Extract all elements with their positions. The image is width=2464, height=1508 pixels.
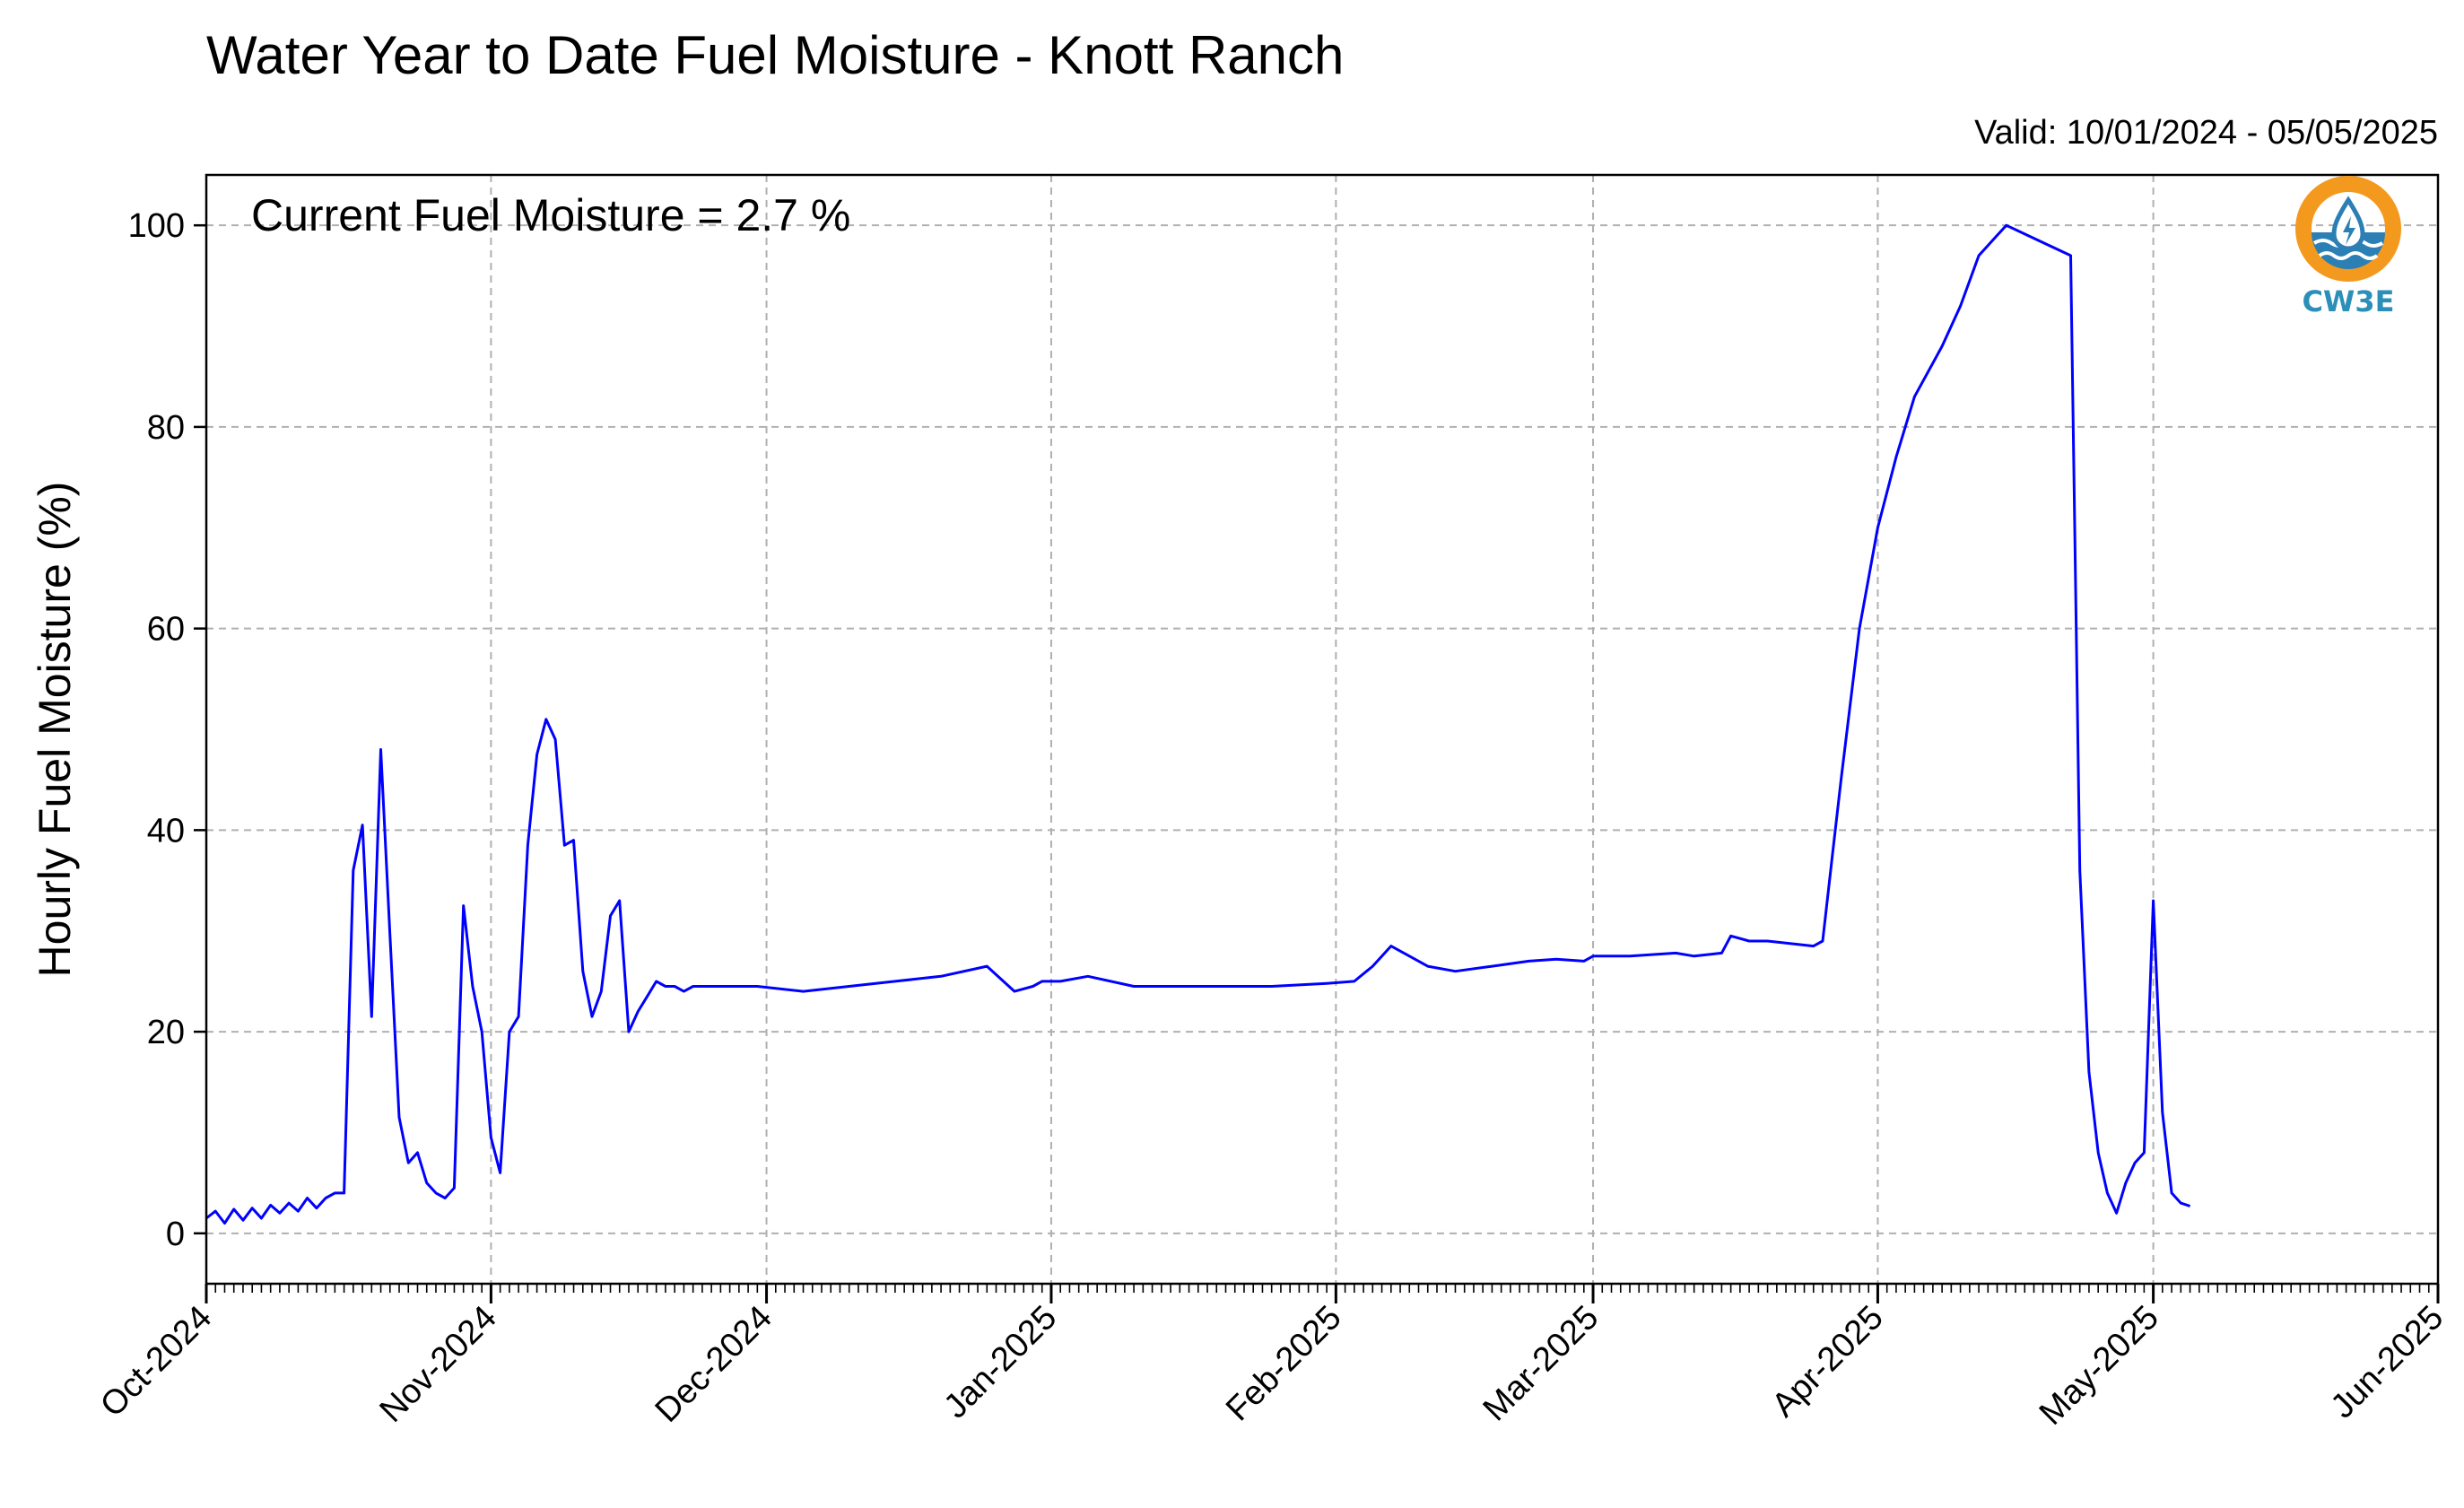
y-tick-label: 0 <box>166 1216 185 1253</box>
cw3e-logo: CW3E <box>2295 176 2401 318</box>
plot-frame <box>205 173 2440 1286</box>
y-tick-label: 40 <box>147 812 185 850</box>
logo-text: CW3E <box>2303 284 2395 318</box>
lightning-icon <box>2343 216 2355 245</box>
logo-ring <box>2295 176 2401 282</box>
y-tick-label: 100 <box>128 207 185 245</box>
y-tick-label: 60 <box>147 611 185 649</box>
y-tick-label: 20 <box>147 1014 185 1051</box>
grid <box>206 175 2438 1284</box>
logo-wave-2 <box>2318 251 2379 260</box>
current-fuel-moisture-annotation: Current Fuel Moisture = 2.7 % <box>251 190 850 240</box>
data-line-layer <box>205 223 2191 1225</box>
y-tick-label: 80 <box>147 409 185 447</box>
y-axis-label: Hourly Fuel Moisture (%) <box>30 482 80 978</box>
x-minor-ticks <box>205 1284 2439 1293</box>
chart-title: Water Year to Date Fuel Moisture - Knott… <box>206 25 1344 85</box>
y-axis-ticks: 0 20 40 60 80 100 <box>128 207 206 1253</box>
chart-subtitle: Valid: 10/01/2024 - 05/05/2025 <box>1974 114 2438 152</box>
